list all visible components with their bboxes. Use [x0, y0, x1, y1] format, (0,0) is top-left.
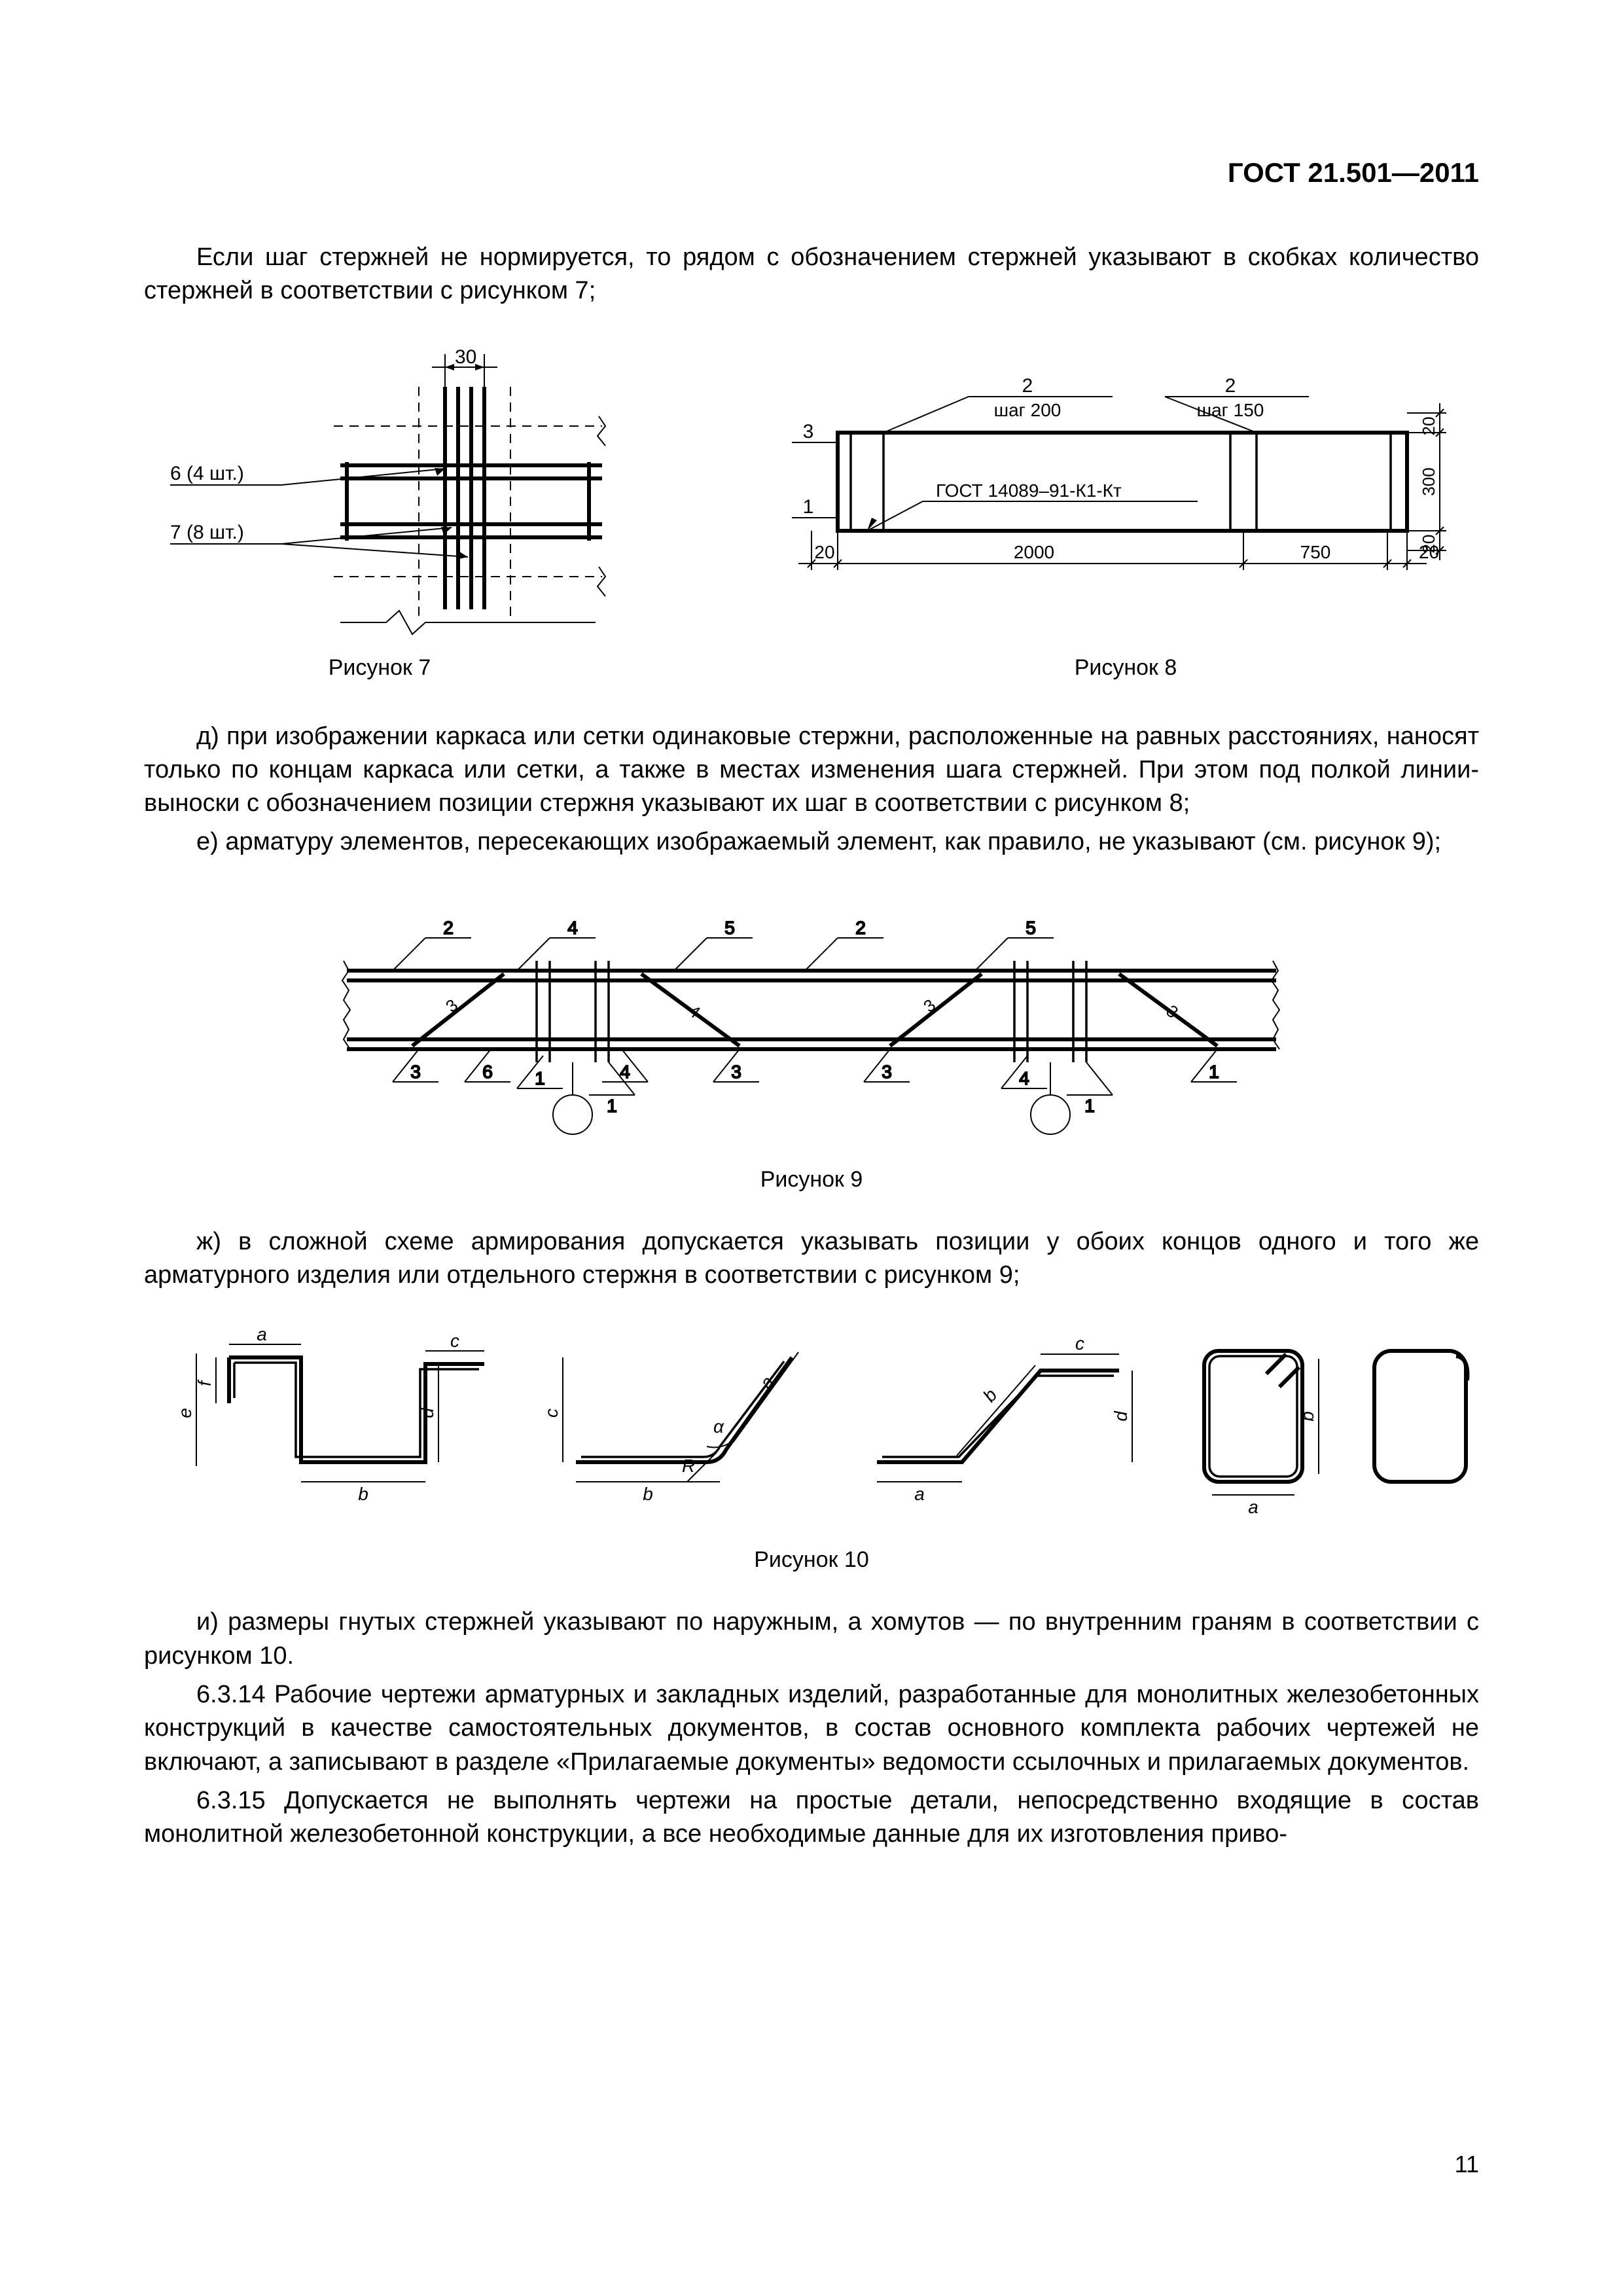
figure-8-svg: 2 шаг 200 2 шаг 150 3 1 ГОСТ 14089–91-К1…: [772, 348, 1479, 636]
fig8-2000: 2000: [1014, 542, 1054, 562]
doc-standard-header: ГОСТ 21.501—2011: [144, 157, 1479, 188]
svg-text:6: 6: [482, 1062, 493, 1082]
paragraph-d: д) при изображении каркаса или сетки оди…: [144, 720, 1479, 821]
svg-text:1: 1: [1209, 1062, 1219, 1082]
fig8-gost: ГОСТ 14089–91-К1-Кт: [936, 480, 1122, 501]
figure-7-caption: Рисунок 7: [329, 655, 431, 681]
fig8-20a: 20: [814, 542, 834, 562]
svg-text:4: 4: [1019, 1068, 1029, 1088]
fig8-pos1: 1: [803, 496, 814, 518]
fig8-r20a: 20: [1419, 416, 1438, 435]
svg-text:f: f: [194, 1379, 215, 1386]
label-7: 7 (8 шт.): [170, 522, 244, 543]
figure-8-caption: Рисунок 8: [1075, 655, 1177, 681]
figure-7-svg: 30: [144, 348, 615, 636]
figure-10: a c f e d b b c α R: [144, 1318, 1479, 1573]
svg-text:b: b: [1297, 1412, 1317, 1422]
svg-text:1: 1: [535, 1068, 545, 1088]
svg-text:4: 4: [567, 918, 578, 938]
fig8-750: 750: [1300, 542, 1331, 562]
figure-10-svg: a c f e d b b c α R: [144, 1318, 1479, 1528]
svg-text:2: 2: [855, 918, 866, 938]
svg-text:c: c: [541, 1408, 562, 1418]
figure-9-svg: 2 4 5 2 5 3 6 1: [321, 899, 1302, 1147]
paragraph-6315: 6.3.15 Допускается не выполнять чертежи …: [144, 1784, 1479, 1852]
svg-text:3: 3: [442, 995, 461, 1016]
figure-8: 2 шаг 200 2 шаг 150 3 1 ГОСТ 14089–91-К1…: [772, 348, 1479, 681]
svg-text:5: 5: [724, 918, 735, 938]
dim-30: 30: [455, 348, 476, 368]
svg-text:a: a: [914, 1484, 925, 1504]
svg-text:α: α: [713, 1416, 724, 1437]
svg-text:b: b: [979, 1385, 1001, 1406]
paragraph-6314: 6.3.14 Рабочие чертежи арматурных и закл…: [144, 1678, 1479, 1779]
svg-text:3: 3: [919, 995, 939, 1016]
svg-text:e: e: [175, 1408, 195, 1419]
label-6: 6 (4 шт.): [170, 463, 244, 484]
paragraph-zh: ж) в сложной схеме армирования допускает…: [144, 1225, 1479, 1293]
fig8-pos2a: 2: [1022, 375, 1033, 397]
figures-7-8-row: 30: [144, 348, 1479, 681]
fig8-r20b: 20: [1419, 534, 1438, 553]
svg-text:c: c: [1075, 1333, 1084, 1354]
fig8-step150: шаг 150: [1197, 400, 1264, 420]
svg-text:2: 2: [443, 918, 454, 938]
svg-text:5: 5: [1026, 918, 1036, 938]
fig8-pos2b: 2: [1225, 375, 1236, 397]
figure-9: 2 4 5 2 5 3 6 1: [144, 899, 1479, 1193]
svg-text:b: b: [358, 1484, 368, 1504]
figure-7: 30: [144, 348, 615, 681]
svg-text:3: 3: [731, 1062, 741, 1082]
svg-text:a: a: [1248, 1497, 1258, 1517]
svg-text:d: d: [417, 1407, 437, 1418]
svg-text:R: R: [682, 1456, 695, 1476]
svg-text:3: 3: [410, 1062, 421, 1082]
svg-text:a: a: [257, 1324, 267, 1344]
paragraph-intro: Если шаг стержней не нормируется, то ряд…: [144, 241, 1479, 308]
fig8-r300: 300: [1419, 467, 1438, 495]
svg-text:c: c: [450, 1331, 459, 1351]
page-number: 11: [1455, 2151, 1479, 2178]
figure-9-caption: Рисунок 9: [144, 1167, 1479, 1193]
figure-10-caption: Рисунок 10: [144, 1547, 1479, 1573]
svg-text:3: 3: [882, 1062, 892, 1082]
svg-text:1: 1: [607, 1096, 617, 1116]
svg-text:1: 1: [1084, 1096, 1095, 1116]
paragraph-i: и) размеры гнутых стержней указывают по …: [144, 1605, 1479, 1673]
svg-text:b: b: [643, 1484, 653, 1504]
fig8-step200: шаг 200: [994, 400, 1061, 420]
paragraph-e: е) арматуру элементов, пересекающих изоб…: [144, 825, 1479, 859]
fig8-pos3: 3: [803, 421, 814, 442]
svg-text:d: d: [1111, 1410, 1131, 1422]
